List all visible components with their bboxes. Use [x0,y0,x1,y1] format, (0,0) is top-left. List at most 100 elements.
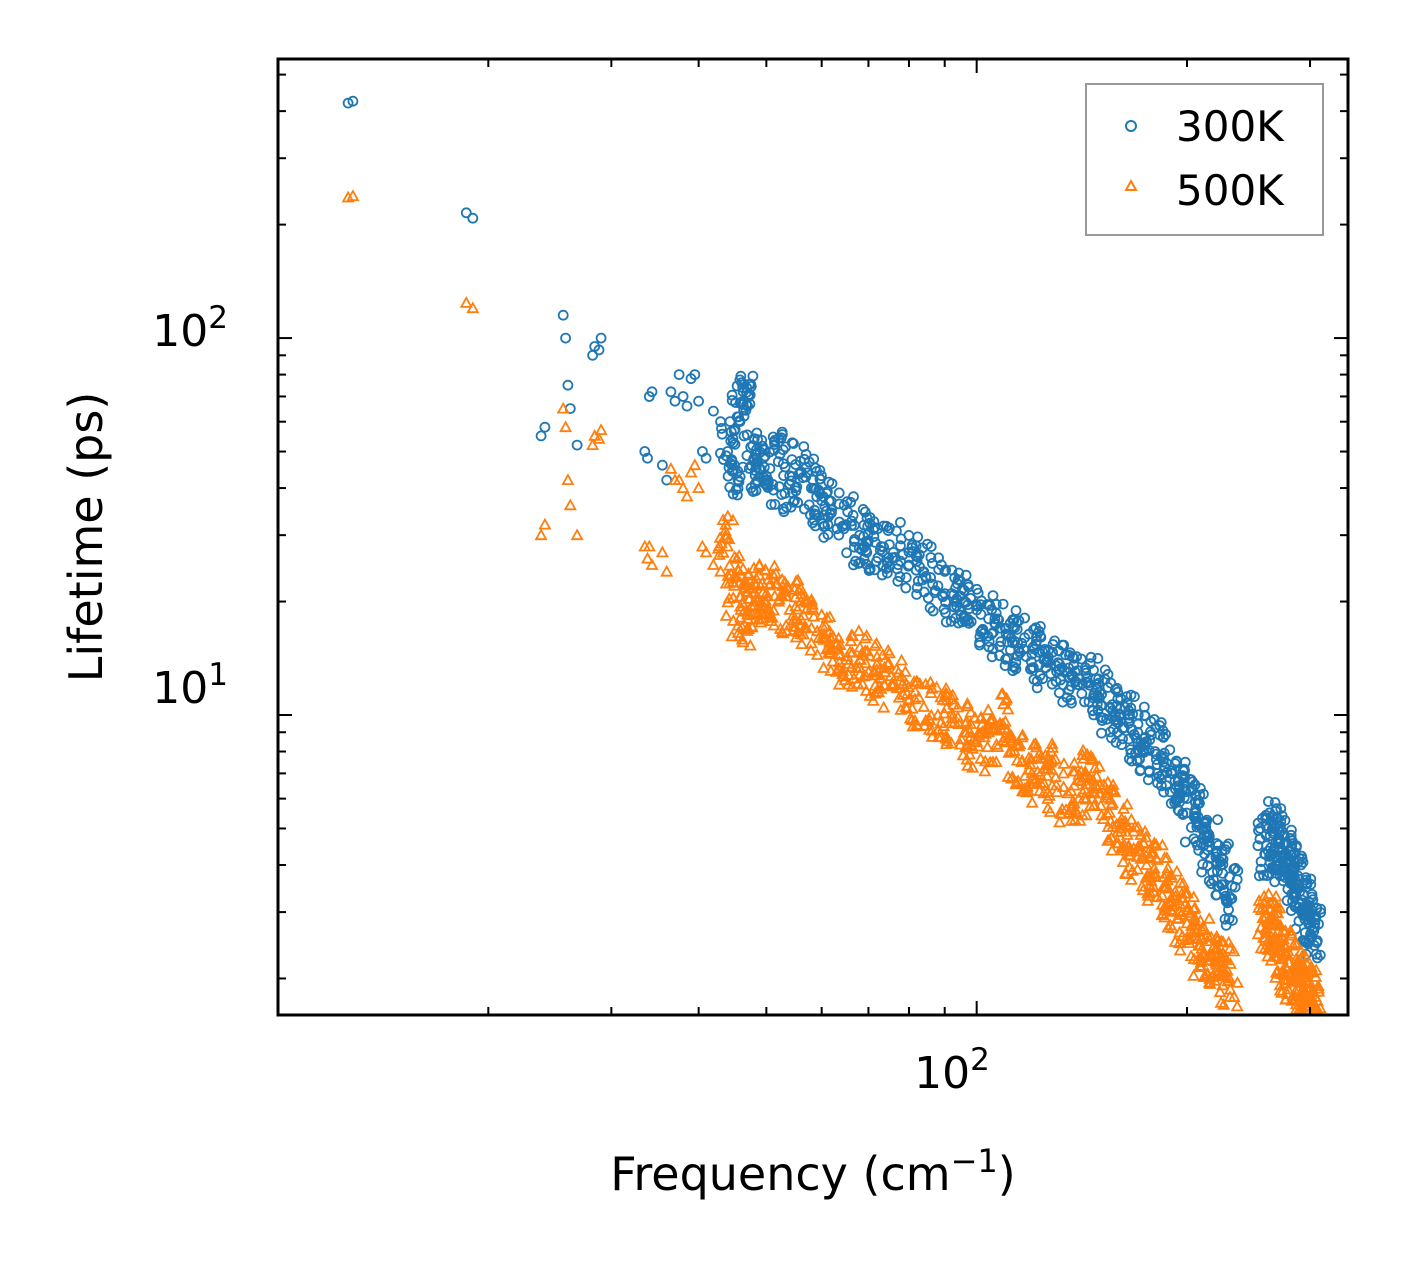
point-300K [1123,733,1135,745]
point-500K [917,700,931,712]
point-300K [669,395,681,407]
point-500K [722,576,736,589]
point-500K [930,680,944,693]
point-300K [1302,938,1314,950]
point-300K [347,95,359,107]
point-500K [1105,843,1119,856]
point-300K [788,438,799,449]
point-500K [1302,965,1316,978]
point-300K [883,561,895,573]
point-300K [715,447,726,459]
point-500K [1288,936,1302,949]
point-500K [1263,896,1278,909]
point-300K [912,531,924,543]
point-500K [851,676,865,689]
point-300K [571,439,583,451]
point-500K [684,465,698,478]
point-300K [853,542,865,554]
point-300K [861,512,873,524]
point-500K [836,664,850,677]
point-500K [1084,752,1099,765]
point-500K [1197,922,1211,934]
point-500K [1216,946,1230,959]
point-500K [714,536,728,549]
point-500K [1312,984,1326,997]
point-500K [1004,729,1019,741]
point-500K [940,693,954,706]
point-500K [960,696,974,709]
point-300K [1279,815,1291,826]
point-500K [959,726,973,738]
point-500K [1213,967,1227,979]
point-500K [1115,812,1129,824]
point-300K [1314,949,1326,961]
point-500K [1116,855,1130,867]
point-300K [1226,893,1238,904]
point-500K [1037,786,1051,799]
point-300K [845,496,856,508]
point-500K [922,722,936,735]
point-500K [1033,767,1047,780]
point-500K [1147,861,1161,874]
point-500K [1105,820,1120,832]
point-500K [1135,879,1149,892]
point-300K [877,546,888,557]
point-300K [863,565,875,576]
point-500K [1151,890,1165,903]
point-300K [826,507,837,519]
point-300K [716,428,728,440]
point-500K [743,638,757,651]
point-300K [740,404,752,416]
point-500K [1209,941,1223,954]
point-500K [1124,812,1138,825]
point-300K [848,559,859,571]
point-300K [1053,645,1065,657]
point-500K [832,631,846,644]
point-300K [1099,673,1111,685]
point-300K [777,444,789,456]
point-300K [1159,747,1170,759]
point-500K [722,558,737,571]
point-300K [1125,724,1137,735]
legend: 300K 500K [1085,83,1324,236]
point-500K [706,558,720,570]
point-500K [1163,918,1178,931]
point-500K [714,564,728,577]
point-500K [1149,838,1163,850]
point-500K [680,489,694,502]
point-300K [808,453,820,465]
point-300K [769,498,781,510]
point-500K [1161,920,1175,933]
point-500K [747,561,761,574]
point-300K [1152,777,1163,789]
point-300K [764,446,775,458]
point-500K [1164,891,1178,903]
point-500K [1075,808,1090,821]
point-500K [736,635,750,648]
point-300K [342,97,354,109]
point-500K [1057,756,1071,769]
point-500K [1040,769,1054,781]
point-500K [1043,805,1057,817]
point-300K [1092,653,1104,664]
point-500K [826,654,840,667]
point-500K [1077,770,1091,783]
point-300K [776,489,787,500]
point-300K [1185,785,1196,797]
point-300K [1275,803,1287,814]
point-300K [733,411,744,423]
point-300K [1305,879,1317,890]
point-300K [1192,839,1203,851]
point-500K [1217,997,1231,1010]
point-300K [1116,739,1127,751]
point-500K [1311,981,1326,994]
point-300K [1150,754,1162,765]
point-500K [1024,777,1038,789]
point-500K [1175,886,1189,899]
point-500K [786,608,800,621]
point-500K [1094,798,1108,811]
point-300K [1164,744,1176,756]
point-300K [965,593,976,604]
point-500K [986,712,1000,724]
point-500K [563,498,577,511]
